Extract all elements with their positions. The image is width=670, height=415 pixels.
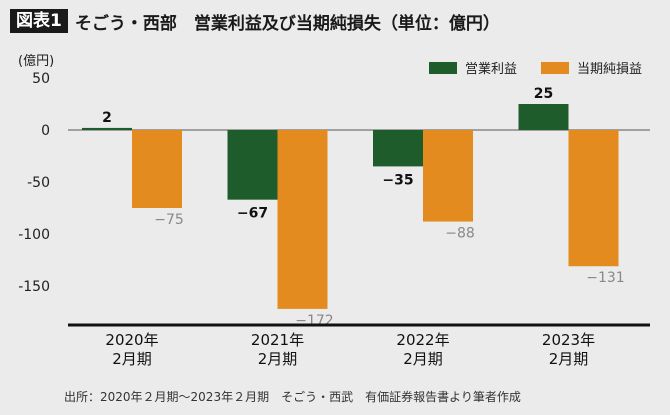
legend-swatch-operating-profit: [428, 61, 457, 74]
bar-operating-profit: [82, 127, 132, 130]
data-label-operating-profit: −67: [237, 206, 268, 222]
data-label-operating-profit: −35: [382, 172, 413, 188]
x-tick-label: 2022年: [396, 331, 449, 349]
bar-operating-profit: [373, 130, 423, 167]
legend-swatch-net-loss: [540, 61, 569, 74]
legend-label-net-loss: 当期純損益: [576, 62, 642, 77]
x-tick-label: 2月期: [403, 350, 443, 368]
legend: 営業利益 当期純損益: [405, 58, 642, 77]
data-label-net-loss: −131: [586, 270, 624, 286]
x-tick-label: 2020年: [105, 331, 158, 349]
source-note: 出所：2020年２月期～2023年２月期 そごう・西武 有価証券報告書より筆者作…: [64, 390, 521, 404]
bar-operating-profit: [518, 104, 569, 130]
bar-net-loss: [132, 130, 182, 208]
data-label-net-loss: −88: [445, 226, 475, 242]
legend-item-net-loss: 当期純損益: [540, 58, 642, 77]
data-label-net-loss: −75: [154, 212, 184, 228]
bar-net-loss: [568, 130, 619, 267]
bar-operating-profit: [227, 130, 278, 200]
y-tick-label: -100: [18, 227, 50, 243]
x-tick-label: 2月期: [112, 350, 152, 368]
figure-badge: 図表1: [10, 9, 68, 33]
legend-label-operating-profit: 営業利益: [464, 62, 517, 77]
bar-net-loss: [277, 130, 328, 309]
x-tick-label: 2021年: [251, 331, 304, 349]
data-label-operating-profit: 25: [534, 86, 553, 102]
y-tick-label: 50: [32, 71, 50, 87]
figure-title-row: 図表1 そごう・西部 営業利益及び当期純損失（単位：億円）: [10, 8, 500, 34]
y-tick-label: -150: [18, 279, 50, 295]
y-tick-label: -50: [27, 175, 50, 191]
x-tick-label: 2月期: [258, 350, 298, 368]
figure-title: そごう・西部 営業利益及び当期純損失（単位：億円）: [74, 13, 500, 34]
y-axis-unit-label: (億円): [18, 53, 54, 69]
x-tick-label: 2月期: [549, 350, 589, 368]
data-label-operating-profit: 2: [102, 110, 112, 126]
bar-net-loss: [423, 130, 473, 222]
y-tick-label: 0: [41, 123, 50, 139]
legend-item-operating-profit: 営業利益: [428, 58, 517, 77]
x-tick-label: 2023年: [542, 331, 595, 349]
